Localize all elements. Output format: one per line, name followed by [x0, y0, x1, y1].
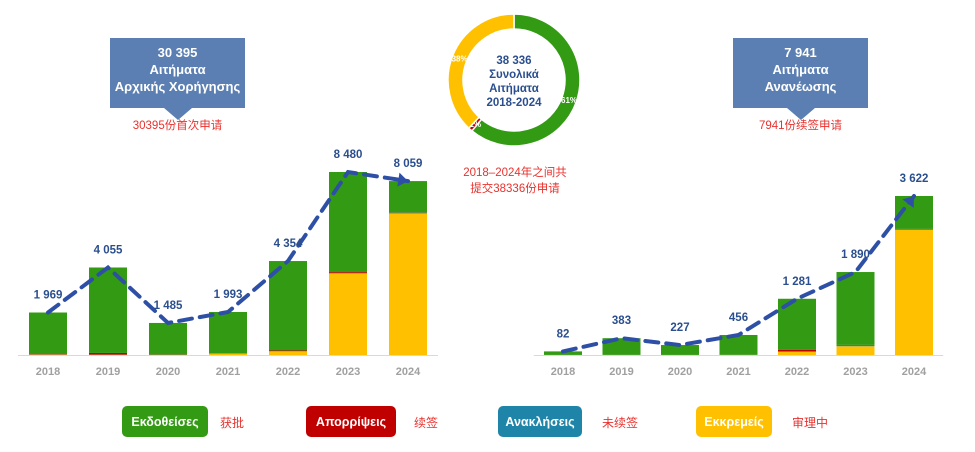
- renewal-x-label-2020: 2020: [668, 366, 692, 378]
- renewal-bar-2023-Ανακλήσεις: [836, 345, 875, 347]
- donut-slice-label-2: 38%: [452, 54, 468, 63]
- initial-bar-2023-Εκκρεμείς: [329, 273, 367, 355]
- renewal-bar-2023-Εκδοθείσες: [836, 272, 875, 345]
- legend-rejected-box: Απορρίψεις: [306, 406, 396, 437]
- initial-total-label-2019: 4 055: [94, 244, 123, 256]
- initial-total-label-2: Αρχικής Χορήγησης: [114, 79, 241, 94]
- renewal-bar-2023-Εκκρεμείς: [836, 346, 875, 355]
- donut-center-text: 38 336 Συνολικά Αιτήματα 2018-2024: [487, 55, 543, 109]
- initial-bar-2020-Εκδοθείσες: [149, 322, 187, 355]
- initial-total-callout: 30 395 Αιτήματα Αρχικής Χορήγησης: [110, 38, 245, 120]
- renewal-total-label-2022: 1 281: [783, 276, 812, 288]
- renewal-bar-2022-Ανακλήσεις: [778, 351, 816, 352]
- initial-total-label-2024: 8 059: [394, 158, 423, 170]
- renewal-x-label-2019: 2019: [609, 366, 633, 378]
- initial-bar-2021-Εκκρεμείς: [209, 353, 247, 355]
- donut-note: 2018–2024年之间共 提交38336份申请: [440, 165, 590, 197]
- renewal-x-label-2023: 2023: [843, 366, 867, 378]
- initial-bar-2022-Εκκρεμείς: [269, 351, 307, 355]
- renewal-bar-2020-Εκδοθείσες: [661, 345, 699, 355]
- donut-slice-0: [470, 13, 581, 147]
- initial-x-label-2022: 2022: [276, 366, 300, 378]
- renewal-x-label-2018: 2018: [551, 366, 575, 378]
- initial-total-label-2022: 4 354: [274, 238, 303, 250]
- renewal-bar-2022-Εκκρεμείς: [778, 351, 816, 355]
- initial-bar-2023-Εκδοθείσες: [329, 172, 367, 273]
- initial-x-label-2018: 2018: [36, 366, 60, 378]
- donut-slice-label-1: 1%: [470, 120, 482, 129]
- initial-bar-2023-Απορρίψεις: [329, 272, 367, 273]
- renewal-total-label-2019: 383: [612, 315, 631, 327]
- legend-pending-note: 审理中: [792, 416, 829, 430]
- renewal-total-label-1: Αιτήματα: [772, 62, 829, 77]
- initial-bar-2022-Εκδοθείσες: [269, 261, 307, 351]
- renewal-total-label-2020: 227: [670, 322, 689, 334]
- initial-total-label-2023: 8 480: [334, 149, 363, 161]
- donut-slice-label-0: 61%: [561, 96, 577, 105]
- donut-slice-2: [447, 13, 515, 130]
- legend-revoked-box: Ανακλήσεις: [498, 406, 582, 437]
- initial-note: 30395份首次申请: [132, 120, 223, 132]
- legend-rejected-note: 续签: [414, 416, 439, 430]
- initial-bar-2024-Εκκρεμείς: [389, 213, 427, 355]
- initial-x-label-2024: 2024: [396, 366, 421, 378]
- initial-bar-2018-Εκδοθείσες: [29, 312, 67, 355]
- initial-trend-arrow: [397, 172, 408, 187]
- renewal-applications-chart: 2018 2019 2020 2021 2022 2023 2024 82 383 227 456 1…: [533, 173, 944, 378]
- renewal-trend-line: [561, 194, 916, 354]
- initial-trend-line: [46, 169, 410, 326]
- renewal-x-label-2021: 2021: [726, 366, 750, 378]
- renewal-x-label-2024: 2024: [902, 366, 927, 378]
- renewal-total-value: 7 941: [784, 45, 817, 60]
- legend-issued-box: Εκδοθείσες: [122, 406, 208, 437]
- legend-revoked-note: 未续签: [602, 416, 639, 430]
- initial-applications-chart: 2018 2019 2020 2021 2022 2023 2024 1 969 4 055 1 …: [18, 149, 438, 378]
- renewal-x-label-2022: 2022: [785, 366, 809, 378]
- total-applications-donut: 61% 1% 38%: [447, 13, 581, 147]
- initial-bar-2019-Απορρίψεις: [89, 352, 127, 355]
- donut-center-line-3: 2018-2024: [487, 97, 543, 109]
- initial-x-label-2021: 2021: [216, 366, 240, 378]
- donut-center-line-0: 38 336: [496, 55, 531, 67]
- legend-issued-note: 获批: [220, 416, 245, 430]
- initial-x-label-2019: 2019: [96, 366, 120, 378]
- initial-bar-2024-Εκδοθείσες: [389, 181, 427, 213]
- initial-total-label-1: Αιτήματα: [149, 62, 206, 77]
- donut-center-line-1: Συνολικά: [489, 69, 539, 81]
- donut-center-line-2: Αιτήματα: [489, 83, 539, 95]
- initial-total-value: 30 395: [157, 45, 198, 60]
- initial-bar-2022-Απορρίψεις: [269, 350, 307, 352]
- initial-x-label-2023: 2023: [336, 366, 360, 378]
- renewal-bar-2021-Εκδοθείσες: [719, 334, 758, 355]
- renewal-total-label-2024: 3 622: [900, 173, 929, 185]
- donut-note-line-2: 提交38336份申请: [470, 183, 560, 195]
- renewal-total-label-2018: 82: [557, 328, 570, 340]
- renewal-note: 7941份续签申请: [758, 120, 843, 132]
- initial-x-label-2020: 2020: [156, 366, 180, 378]
- initial-total-label-2021: 1 993: [214, 289, 243, 301]
- donut-note-line-1: 2018–2024年之间共: [463, 167, 567, 179]
- initial-bar-2024-Ανακλήσεις: [389, 212, 427, 214]
- renewal-total-callout: 7 941 Αιτήματα Ανανέωσης: [733, 38, 868, 120]
- renewal-total-label-2023: 1 890: [841, 249, 870, 261]
- renewal-bar-2022-Απορρίψεις: [778, 349, 816, 352]
- renewal-bar-2024-Εκκρεμείς: [895, 229, 933, 355]
- initial-total-label-2020: 1 485: [154, 300, 183, 312]
- initial-bar-2021-Εκδοθείσες: [209, 311, 247, 354]
- renewal-total-label-2021: 456: [729, 312, 748, 324]
- legend-pending-box: Εκκρεμείς: [696, 406, 772, 437]
- initial-total-label-2018: 1 969: [34, 290, 63, 302]
- renewal-total-label-2: Ανανέωσης: [764, 79, 837, 94]
- renewal-trend-arrow: [902, 196, 914, 208]
